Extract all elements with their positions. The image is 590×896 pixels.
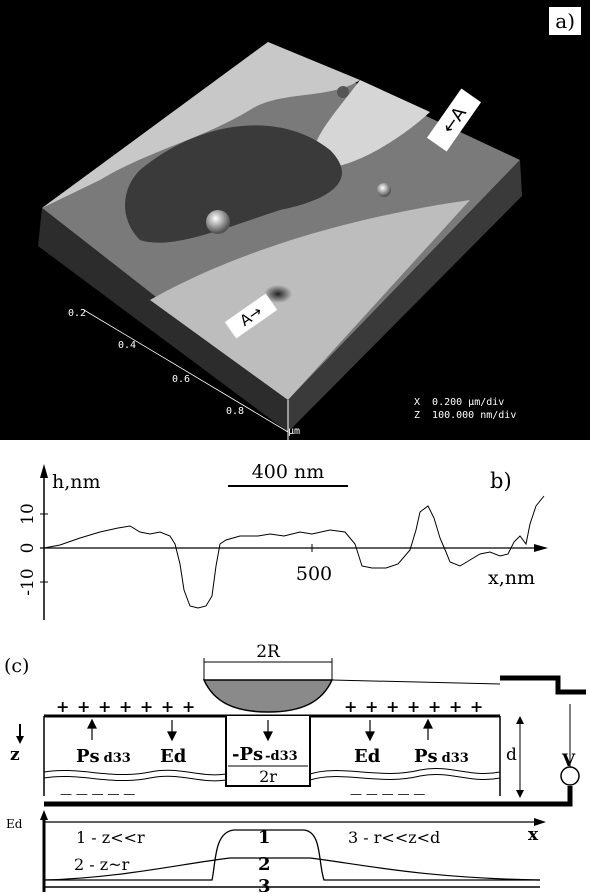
dim-2r-label: 2r xyxy=(259,767,277,786)
ed-left-label: Ed xyxy=(160,746,187,767)
z-axis-label: z xyxy=(10,745,20,765)
ps-right-label: Ps d33 xyxy=(414,746,469,767)
panel-a-label: a) xyxy=(548,6,582,36)
afm-tip xyxy=(202,679,334,713)
x-tick-label-500: 500 xyxy=(296,563,332,585)
tick-0-8: 0.8 xyxy=(226,406,245,417)
curve-1 xyxy=(44,829,540,881)
bright-region-right xyxy=(313,80,430,169)
tick-unit: μm xyxy=(288,426,301,437)
wave-left-2 xyxy=(43,775,227,782)
voltage-label: V xyxy=(561,751,576,771)
curve-1-num: 1 xyxy=(258,827,271,848)
side-wall xyxy=(288,160,522,432)
x-axis-arrow xyxy=(534,544,548,552)
domain-model-panel: (c) 2R V + + + + + + + + + + + + + + — —… xyxy=(0,640,590,896)
domain-bump-small xyxy=(377,183,391,197)
charges-minus-right: — — — — — xyxy=(350,787,425,801)
surface-pit xyxy=(264,285,292,303)
height-profile-panel: 400 nm h,nm b) x,nm 500 10 0 -10 xyxy=(0,448,590,633)
front-wall xyxy=(38,208,288,432)
tick-0-2: 0.2 xyxy=(68,308,87,319)
wave-right-1 xyxy=(309,767,501,775)
scale-readout: X 0.200 μm/div Z 100.000 nm/div xyxy=(414,396,516,422)
charges-plus-left: + + + + + + + xyxy=(56,697,196,716)
wave-left-1 xyxy=(43,769,227,776)
dim-2R-label: 2R xyxy=(256,642,281,662)
tick-0-6: 0.6 xyxy=(172,374,191,385)
profile-curve xyxy=(43,495,545,609)
ed-plot-x-label: x xyxy=(528,825,539,845)
scale-x-line: X 0.200 μm/div xyxy=(414,397,505,408)
charges-minus-left: — — — — — xyxy=(60,787,135,801)
dark-domain xyxy=(125,125,342,243)
domain-bump xyxy=(206,210,230,234)
thickness-label: d xyxy=(506,745,517,765)
ps-left-label: Ps d33 xyxy=(76,746,131,767)
top-electrode-wire xyxy=(500,675,586,695)
curve-2-num: 2 xyxy=(258,854,271,875)
bottom-electrode-wire xyxy=(44,786,573,807)
scalebar-label: 400 nm xyxy=(252,461,325,483)
legend-3: 3 - r<<z<d xyxy=(348,828,440,847)
ed-plot-y-label: Ed xyxy=(6,817,23,831)
y-tick-label-0: 0 xyxy=(18,543,38,554)
ps-mid-label: -Ps -d33 xyxy=(232,744,298,765)
ed-right-label: Ed xyxy=(354,746,381,767)
tick-0-4: 0.4 xyxy=(118,340,137,351)
afm-surface-render xyxy=(38,42,522,440)
surface-dot xyxy=(337,86,349,98)
y-tick-label-10: 10 xyxy=(18,503,38,525)
panel-b-label: b) xyxy=(490,469,512,493)
charges-plus-right: + + + + + + + xyxy=(344,697,484,716)
panel-c-label: (c) xyxy=(4,655,29,677)
afm-topography-image: a) ← A A → 0.2 0.4 0.6 0.8 μm X 0.200 μm/d… xyxy=(0,0,590,440)
z-arrow-icon xyxy=(16,736,24,744)
inverted-domain xyxy=(225,716,311,787)
bright-region-top xyxy=(42,42,360,208)
wave-right-2 xyxy=(309,773,501,781)
cantilever xyxy=(331,679,501,685)
y-axis-label: h,nm xyxy=(52,471,101,493)
scale-z-line: Z 100.000 nm/div xyxy=(414,410,517,421)
legend-2: 2 - z~r xyxy=(74,855,130,874)
y-tick-label-neg10: -10 xyxy=(18,568,38,595)
x-axis-label: x,nm xyxy=(488,567,535,589)
curve-3-num: 3 xyxy=(258,876,271,892)
legend-1: 1 - z<<r xyxy=(76,828,145,847)
y-axis-arrow xyxy=(40,464,48,478)
bright-region-bottom xyxy=(150,200,470,400)
curve-2 xyxy=(43,857,541,881)
